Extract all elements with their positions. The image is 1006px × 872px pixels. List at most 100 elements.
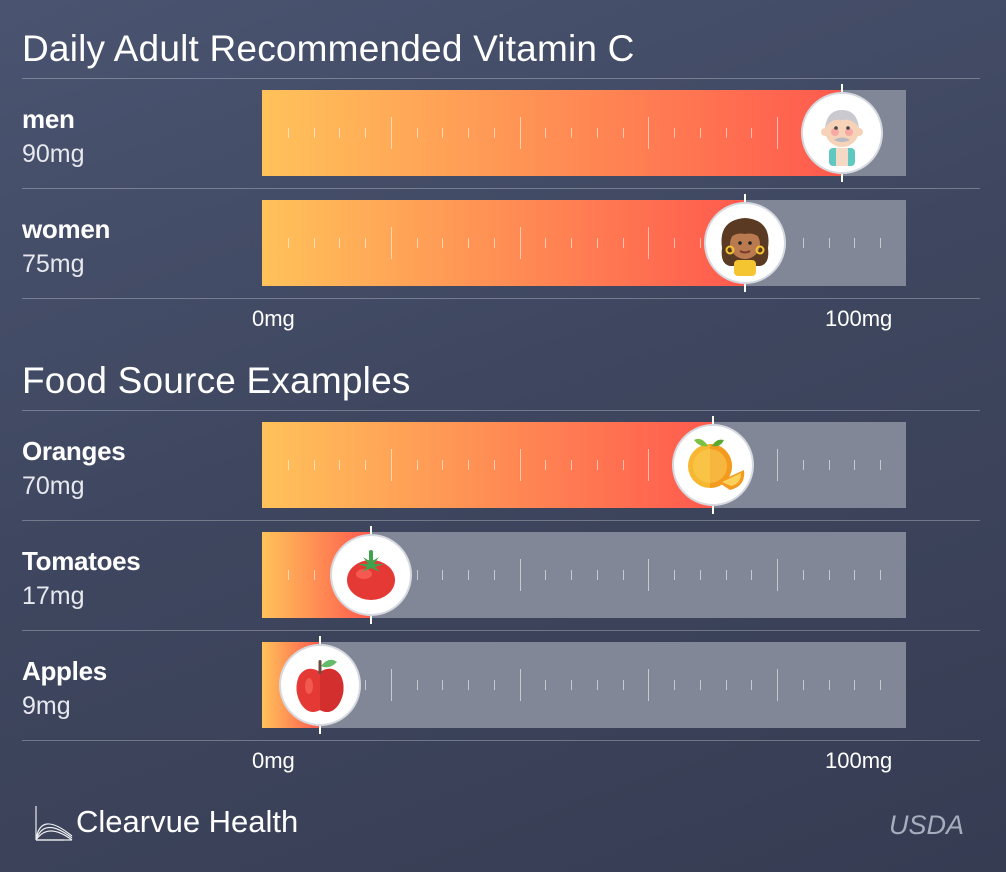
category-label: Tomatoes: [22, 546, 141, 576]
tick-mark: [726, 128, 727, 138]
category-label: Oranges: [22, 436, 126, 466]
section-title-food: Food Source Examples: [22, 360, 411, 401]
tick-mark: [571, 570, 572, 580]
bar-track-tomatoes: [262, 526, 906, 624]
row-label-men: men 90mg: [22, 106, 85, 167]
tick-mark: [854, 570, 855, 580]
divider: [22, 520, 980, 521]
row-label-apples: Apples 9mg: [22, 658, 107, 719]
tick-mark: [674, 680, 675, 690]
tick-mark: [648, 559, 649, 591]
bar-track-oranges: [262, 416, 906, 514]
logo-icon: [35, 806, 73, 841]
tick-mark: [520, 227, 521, 259]
tick-mark: [494, 128, 495, 138]
tick-mark: [623, 128, 624, 138]
tick-marks: [262, 642, 906, 728]
tick-mark: [880, 570, 881, 580]
tick-mark: [339, 238, 340, 248]
tick-mark: [803, 570, 804, 580]
tick-mark: [520, 117, 521, 149]
tick-mark: [545, 128, 546, 138]
value-label: 17mg: [22, 582, 85, 610]
tick-mark: [365, 238, 366, 248]
tick-mark: [417, 238, 418, 248]
brand-logo: Clearvue Health: [34, 802, 298, 842]
tick-mark: [314, 238, 315, 248]
tick-mark: [751, 680, 752, 690]
tick-mark: [520, 559, 521, 591]
tick-mark: [391, 449, 392, 481]
tick-mark: [442, 128, 443, 138]
apple-icon: [279, 644, 361, 726]
tick-mark: [674, 128, 675, 138]
tick-mark: [442, 570, 443, 580]
tick-mark: [571, 460, 572, 470]
bar-fill: [262, 200, 745, 286]
tick-mark: [545, 238, 546, 248]
tick-mark: [829, 238, 830, 248]
tick-mark: [468, 570, 469, 580]
tick-mark: [700, 570, 701, 580]
tick-mark: [545, 460, 546, 470]
divider: [22, 298, 980, 299]
divider: [22, 630, 980, 631]
value-label: 70mg: [22, 472, 85, 500]
tick-marks: [262, 200, 906, 286]
axis-max-label: 100mg: [825, 748, 893, 773]
tomato-icon: [330, 534, 412, 616]
bar-fill: [262, 422, 713, 508]
tick-mark: [648, 669, 649, 701]
tick-mark: [751, 128, 752, 138]
divider: [22, 410, 980, 411]
tick-mark: [314, 128, 315, 138]
tick-mark: [648, 227, 649, 259]
value-label: 9mg: [22, 692, 71, 720]
tick-mark: [391, 117, 392, 149]
tick-mark: [777, 559, 778, 591]
tick-mark: [545, 570, 546, 580]
tick-mark: [314, 460, 315, 470]
tick-mark: [803, 238, 804, 248]
tick-mark: [391, 669, 392, 701]
tick-mark: [597, 680, 598, 690]
tick-mark: [726, 680, 727, 690]
tick-mark: [442, 460, 443, 470]
tick-mark: [417, 680, 418, 690]
row-label-tomatoes: Tomatoes 17mg: [22, 546, 141, 610]
bar-track-women: [262, 194, 906, 292]
row-label-oranges: Oranges 70mg: [22, 436, 126, 500]
tick-mark: [391, 227, 392, 259]
tick-mark: [468, 680, 469, 690]
divider: [22, 740, 980, 741]
tick-mark: [777, 117, 778, 149]
tick-mark: [417, 570, 418, 580]
tick-mark: [854, 238, 855, 248]
tick-mark: [417, 128, 418, 138]
tick-mark: [623, 460, 624, 470]
brand-name: Clearvue Health: [76, 804, 299, 839]
category-label: men: [22, 104, 75, 134]
tick-mark: [597, 128, 598, 138]
row-label-women: women 75mg: [22, 216, 110, 277]
tick-mark: [339, 128, 340, 138]
bar-track-men: [262, 84, 906, 182]
tick-mark: [623, 680, 624, 690]
tick-mark: [674, 570, 675, 580]
tick-mark: [726, 570, 727, 580]
tick-mark: [494, 460, 495, 470]
tick-mark: [803, 680, 804, 690]
tick-mark: [597, 570, 598, 580]
tick-mark: [468, 460, 469, 470]
tick-mark: [803, 460, 804, 470]
tick-mark: [494, 680, 495, 690]
tick-mark: [442, 680, 443, 690]
value-label: 75mg: [22, 250, 85, 278]
tick-mark: [623, 570, 624, 580]
tick-mark: [468, 238, 469, 248]
tick-mark: [751, 570, 752, 580]
tick-mark: [700, 128, 701, 138]
tick-marks: [262, 422, 906, 508]
tick-mark: [829, 680, 830, 690]
tick-mark: [700, 680, 701, 690]
